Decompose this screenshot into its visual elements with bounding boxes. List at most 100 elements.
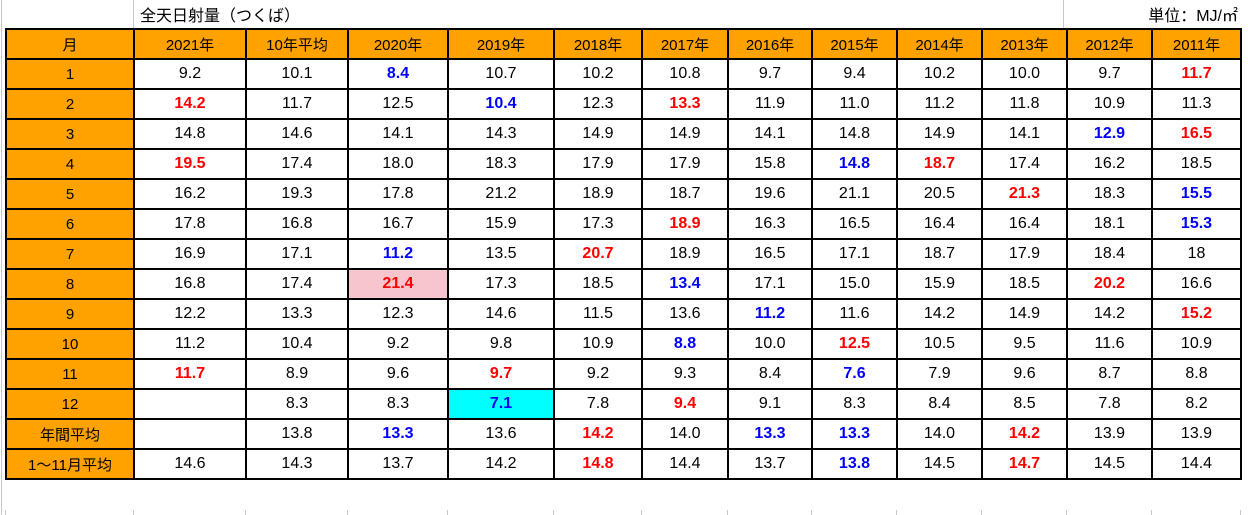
value-cell[interactable]: 11.7: [133, 358, 247, 390]
value-cell[interactable]: 8.7: [1066, 358, 1153, 390]
value-cell[interactable]: 9.6: [347, 358, 449, 390]
value-cell[interactable]: 12.2: [133, 298, 247, 330]
header-cell-year[interactable]: 2014年: [896, 28, 983, 60]
value-cell[interactable]: 16.8: [133, 268, 247, 300]
value-cell[interactable]: 17.3: [447, 268, 555, 300]
value-cell[interactable]: 8.4: [347, 58, 449, 90]
value-cell[interactable]: 8.8: [641, 328, 729, 360]
value-cell[interactable]: 9.2: [553, 358, 643, 390]
value-cell[interactable]: 10.5: [896, 328, 983, 360]
value-cell[interactable]: 9.7: [727, 58, 813, 90]
header-cell-year[interactable]: 2016年: [727, 28, 813, 60]
value-cell[interactable]: 8.9: [245, 358, 349, 390]
value-cell[interactable]: 14.2: [553, 418, 643, 450]
row-label-cell[interactable]: 2: [5, 88, 135, 120]
header-cell-year[interactable]: 2017年: [641, 28, 729, 60]
value-cell[interactable]: 14.8: [811, 118, 898, 150]
value-cell[interactable]: 14.9: [896, 118, 983, 150]
value-cell[interactable]: 20.7: [553, 238, 643, 270]
value-cell[interactable]: 13.3: [727, 418, 813, 450]
value-cell[interactable]: 10.4: [447, 88, 555, 120]
value-cell[interactable]: 14.2: [447, 448, 555, 480]
value-cell[interactable]: 15.8: [727, 148, 813, 180]
value-cell[interactable]: 18: [1151, 238, 1242, 270]
value-cell[interactable]: 10.8: [641, 58, 729, 90]
value-cell[interactable]: 18.0: [347, 148, 449, 180]
value-cell[interactable]: 17.1: [245, 238, 349, 270]
value-cell[interactable]: 10.2: [553, 58, 643, 90]
value-cell[interactable]: 18.4: [1066, 238, 1153, 270]
value-cell[interactable]: 10.7: [447, 58, 555, 90]
value-cell[interactable]: 14.1: [347, 118, 449, 150]
value-cell[interactable]: 10.9: [1066, 88, 1153, 120]
value-cell[interactable]: 7.8: [553, 388, 643, 420]
value-cell[interactable]: 9.2: [133, 58, 247, 90]
value-cell[interactable]: 8.2: [1151, 388, 1242, 420]
value-cell[interactable]: 14.3: [447, 118, 555, 150]
value-cell[interactable]: 15.9: [447, 208, 555, 240]
value-cell[interactable]: 14.0: [641, 418, 729, 450]
value-cell[interactable]: 11.2: [347, 238, 449, 270]
value-cell[interactable]: 13.3: [347, 418, 449, 450]
value-cell[interactable]: 11.0: [811, 88, 898, 120]
value-cell[interactable]: 20.5: [896, 178, 983, 210]
value-cell[interactable]: [133, 388, 247, 420]
row-label-cell[interactable]: 6: [5, 208, 135, 240]
value-cell[interactable]: 9.2: [347, 328, 449, 360]
value-cell[interactable]: 14.1: [981, 118, 1068, 150]
value-cell[interactable]: 10.0: [727, 328, 813, 360]
value-cell[interactable]: 10.9: [553, 328, 643, 360]
value-cell[interactable]: 15.9: [896, 268, 983, 300]
header-cell-year[interactable]: 10年平均: [245, 28, 349, 60]
value-cell[interactable]: 13.7: [727, 448, 813, 480]
value-cell[interactable]: 11.6: [1066, 328, 1153, 360]
value-cell[interactable]: 8.3: [811, 388, 898, 420]
value-cell[interactable]: 14.1: [727, 118, 813, 150]
value-cell[interactable]: 19.5: [133, 148, 247, 180]
value-cell[interactable]: 14.2: [896, 298, 983, 330]
value-cell[interactable]: 15.2: [1151, 298, 1242, 330]
value-cell[interactable]: 16.6: [1151, 268, 1242, 300]
value-cell[interactable]: 8.4: [727, 358, 813, 390]
value-cell[interactable]: 14.2: [1066, 298, 1153, 330]
value-cell[interactable]: 14.5: [1066, 448, 1153, 480]
value-cell[interactable]: 18.9: [641, 208, 729, 240]
value-cell[interactable]: 21.3: [981, 178, 1068, 210]
row-label-cell[interactable]: 5: [5, 178, 135, 210]
value-cell[interactable]: 18.1: [1066, 208, 1153, 240]
value-cell[interactable]: 14.7: [981, 448, 1068, 480]
value-cell[interactable]: 13.4: [641, 268, 729, 300]
value-cell[interactable]: 9.3: [641, 358, 729, 390]
value-cell[interactable]: 14.9: [553, 118, 643, 150]
value-cell[interactable]: 17.8: [347, 178, 449, 210]
value-cell[interactable]: 13.9: [1151, 418, 1242, 450]
value-cell[interactable]: 9.5: [981, 328, 1068, 360]
value-cell[interactable]: 15.3: [1151, 208, 1242, 240]
value-cell[interactable]: 14.3: [245, 448, 349, 480]
value-cell[interactable]: 11.7: [245, 88, 349, 120]
value-cell[interactable]: 7.6: [811, 358, 898, 390]
value-cell[interactable]: 21.1: [811, 178, 898, 210]
value-cell[interactable]: 14.4: [1151, 448, 1242, 480]
value-cell[interactable]: 9.4: [811, 58, 898, 90]
value-cell[interactable]: 19.3: [245, 178, 349, 210]
value-cell[interactable]: 20.2: [1066, 268, 1153, 300]
row-label-cell[interactable]: 1〜11月平均: [5, 448, 135, 480]
value-cell[interactable]: 8.5: [981, 388, 1068, 420]
value-cell[interactable]: 16.8: [245, 208, 349, 240]
value-cell[interactable]: 11.2: [896, 88, 983, 120]
value-cell[interactable]: 18.5: [553, 268, 643, 300]
value-cell[interactable]: 16.9: [133, 238, 247, 270]
row-label-cell[interactable]: 8: [5, 268, 135, 300]
header-cell-year[interactable]: 2013年: [981, 28, 1068, 60]
value-cell[interactable]: 13.6: [447, 418, 555, 450]
value-cell[interactable]: 8.3: [347, 388, 449, 420]
value-cell[interactable]: 9.4: [641, 388, 729, 420]
value-cell[interactable]: 9.8: [447, 328, 555, 360]
header-cell-year[interactable]: 2020年: [347, 28, 449, 60]
value-cell[interactable]: 10.0: [981, 58, 1068, 90]
value-cell[interactable]: 8.3: [245, 388, 349, 420]
value-cell[interactable]: 19.6: [727, 178, 813, 210]
row-label-cell[interactable]: 年間平均: [5, 418, 135, 450]
value-cell[interactable]: 11.7: [1151, 58, 1242, 90]
